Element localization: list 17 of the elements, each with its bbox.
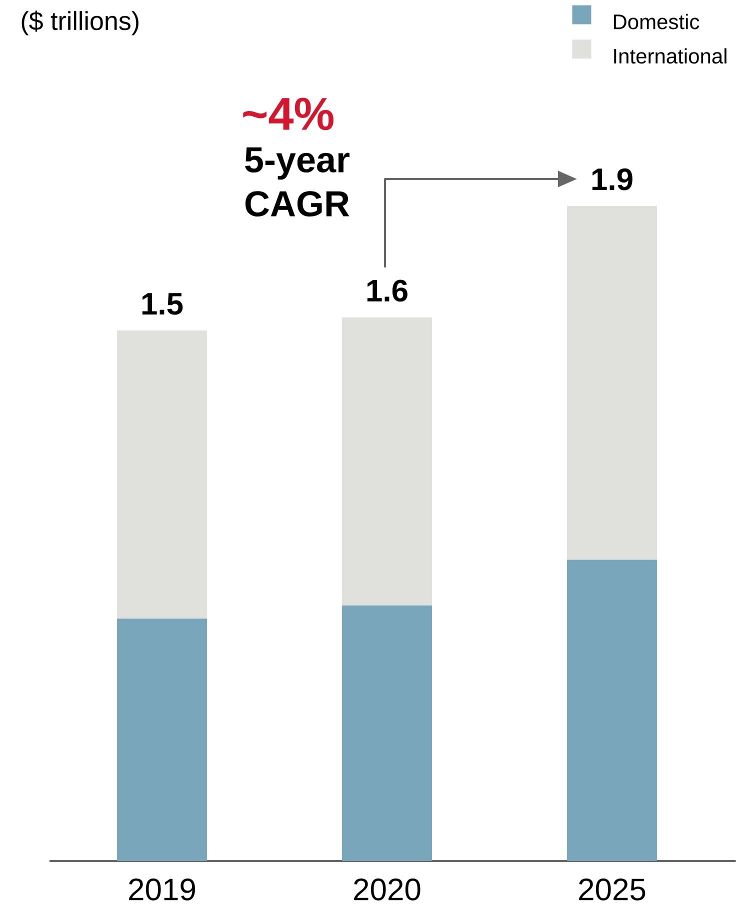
text: ($ trillions) <box>22 10 138 36</box>
bar <box>567 560 658 861</box>
legend-label: Domestic <box>614 14 700 30</box>
text: ~4% <box>243 98 334 130</box>
annotation: 5-year CAGR <box>245 147 350 217</box>
bar <box>117 330 208 619</box>
legend-label: International <box>614 48 726 64</box>
bar <box>342 317 432 606</box>
x-tick-label: 2025 <box>579 878 646 900</box>
annotation: 1.5 <box>142 293 183 315</box>
bar <box>117 618 208 861</box>
annotation: 1.6 <box>367 280 408 302</box>
bar <box>342 606 432 861</box>
text: 1.9 <box>592 168 632 190</box>
bar <box>567 206 658 560</box>
x-tick-label: 2020 <box>354 878 420 900</box>
x-tick-label: 2019 <box>129 878 196 900</box>
